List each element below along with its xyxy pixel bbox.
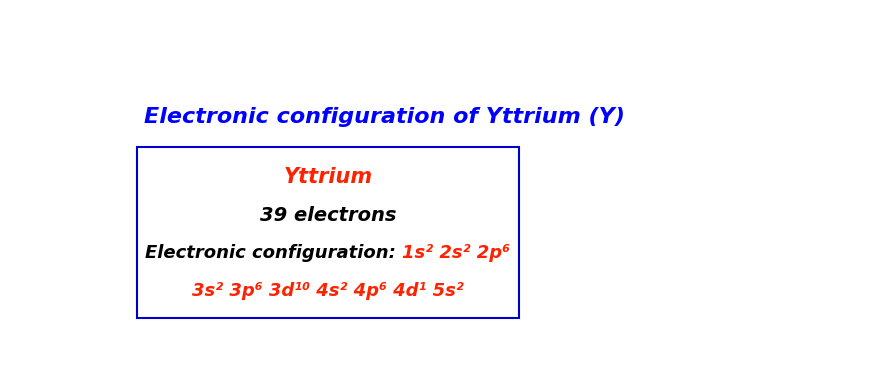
Text: 1s² 2s² 2p⁶: 1s² 2s² 2p⁶ — [402, 244, 510, 262]
FancyBboxPatch shape — [137, 147, 518, 318]
Text: 3s² 3p⁶ 3d¹⁰ 4s² 4p⁶ 4d¹ 5s²: 3s² 3p⁶ 3d¹⁰ 4s² 4p⁶ 4d¹ 5s² — [191, 282, 464, 300]
Text: Electronic configuration:: Electronic configuration: — [145, 244, 402, 262]
Text: 39 electrons: 39 electrons — [259, 206, 396, 225]
Text: Electronic configuration of Yttrium (Y): Electronic configuration of Yttrium (Y) — [144, 107, 624, 127]
Text: Yttrium: Yttrium — [283, 167, 372, 187]
